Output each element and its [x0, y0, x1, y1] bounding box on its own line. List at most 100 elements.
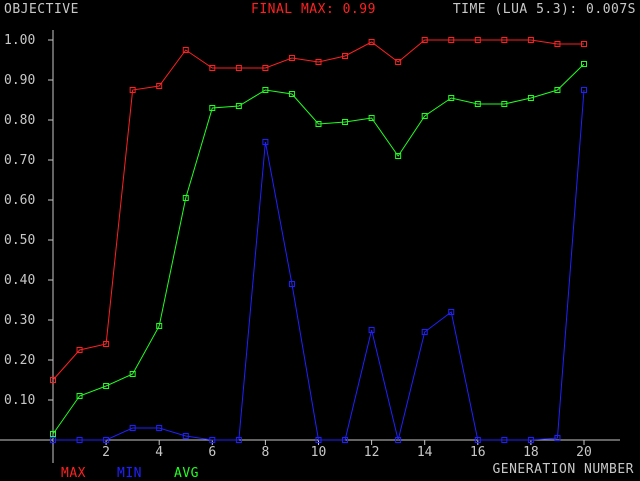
chart-axes — [0, 30, 620, 463]
series-line-max — [52, 39, 584, 381]
data-point — [474, 37, 481, 43]
data-point — [395, 153, 402, 159]
data-point — [129, 371, 136, 377]
data-point — [156, 83, 163, 89]
x-tick-label: 10 — [311, 445, 327, 460]
data-point — [581, 41, 587, 47]
data-point — [395, 59, 402, 65]
y-tick-label: 0.30 — [4, 313, 35, 328]
data-point — [262, 139, 269, 145]
series-line-avg — [52, 63, 585, 435]
y-tick-label: 0.70 — [4, 153, 35, 168]
data-point — [156, 323, 163, 329]
legend-max: MAX — [61, 466, 86, 481]
data-point — [395, 437, 402, 443]
data-point — [50, 431, 56, 437]
data-point — [182, 47, 189, 53]
y-tick-label: 0.90 — [4, 73, 35, 88]
data-point — [527, 437, 534, 443]
data-point — [209, 105, 216, 111]
data-point — [103, 437, 110, 443]
data-point — [209, 437, 216, 443]
data-point — [76, 393, 83, 399]
data-point — [368, 327, 375, 333]
data-point — [448, 309, 455, 315]
data-point — [209, 65, 216, 71]
data-point — [527, 95, 534, 101]
data-point — [50, 437, 56, 443]
y-tick-label: 0.40 — [4, 273, 35, 288]
data-point — [76, 437, 83, 443]
x-tick-label: 16 — [470, 445, 486, 460]
data-point — [368, 39, 375, 45]
data-point — [474, 437, 481, 443]
data-point — [554, 87, 561, 93]
y-axis-title: OBJECTIVE — [4, 2, 79, 17]
data-point — [368, 115, 375, 121]
y-tick-label: 1.00 — [4, 33, 35, 48]
y-tick-label: 0.10 — [4, 393, 35, 408]
y-tick-label: 0.50 — [4, 233, 35, 248]
data-point — [581, 61, 587, 67]
data-point — [156, 425, 163, 431]
legend-min: MIN — [117, 466, 142, 481]
data-point — [448, 37, 455, 43]
legend-avg: AVG — [174, 466, 199, 481]
data-point — [288, 91, 295, 97]
y-tick-label: 0.20 — [4, 353, 35, 368]
data-point — [342, 119, 349, 125]
data-point — [315, 121, 322, 127]
x-axis-title: GENERATION NUMBER — [492, 462, 634, 477]
data-point — [235, 437, 242, 443]
data-point — [235, 65, 242, 71]
data-point — [421, 329, 428, 335]
data-point — [421, 37, 428, 43]
series-layer — [50, 37, 587, 443]
data-point — [288, 55, 295, 61]
data-point — [448, 95, 455, 101]
x-tick-label: 18 — [523, 445, 539, 460]
data-point — [342, 53, 349, 59]
data-point — [474, 101, 481, 107]
x-tick-labels: 2 4 6 8 10 12 14 16 18 20 — [102, 445, 592, 460]
data-point — [527, 37, 534, 43]
series-line-min — [53, 89, 585, 441]
data-point — [315, 437, 322, 443]
data-point — [288, 281, 295, 287]
data-point — [342, 437, 349, 443]
data-point — [262, 65, 269, 71]
y-tick-labels: 0.10 0.20 0.30 0.40 0.50 0.60 0.70 0.80 0.90 1.00 — [4, 33, 35, 408]
final-max-readout: FINAL MAX: 0.99 — [251, 2, 376, 17]
data-point — [262, 87, 269, 93]
data-point — [103, 383, 110, 389]
x-tick-label: 8 — [261, 445, 269, 460]
series-max — [50, 37, 587, 383]
y-tick-label: 0.60 — [4, 193, 35, 208]
data-point — [315, 59, 322, 65]
series-min — [50, 87, 587, 443]
x-tick-label: 20 — [576, 445, 592, 460]
data-point — [50, 377, 56, 383]
x-tick-label: 12 — [364, 445, 380, 460]
data-point — [76, 347, 83, 353]
x-tick-label: 2 — [102, 445, 110, 460]
data-point — [501, 37, 508, 43]
x-tick-label: 14 — [417, 445, 433, 460]
series-avg — [50, 61, 587, 437]
data-point — [103, 341, 110, 347]
data-point — [554, 41, 561, 47]
data-point — [129, 425, 136, 431]
data-point — [554, 435, 561, 441]
data-point — [581, 87, 587, 93]
data-point — [501, 437, 508, 443]
time-readout: TIME (LUA 5.3): 0.007S — [452, 2, 636, 17]
data-point — [182, 433, 189, 439]
data-point — [129, 87, 136, 93]
x-tick-label: 4 — [155, 445, 163, 460]
y-tick-label: 0.80 — [4, 113, 35, 128]
data-point — [421, 113, 428, 119]
data-point — [501, 101, 508, 107]
data-point — [182, 195, 189, 201]
x-tick-label: 6 — [208, 445, 216, 460]
